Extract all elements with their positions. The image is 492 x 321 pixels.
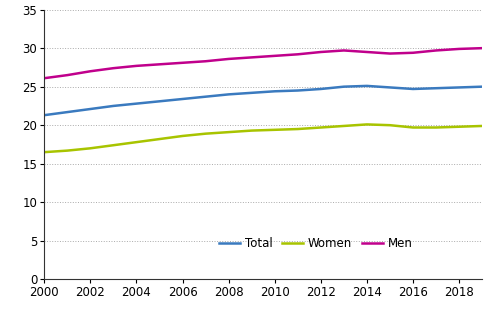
Line: Total: Total [44, 86, 482, 115]
Women [479, 124, 485, 128]
Women [226, 130, 232, 134]
Women [364, 123, 370, 126]
Total [156, 100, 162, 103]
Men [410, 51, 416, 55]
Women [88, 146, 93, 150]
Men [295, 52, 301, 56]
Women [341, 124, 347, 128]
Total [433, 86, 439, 90]
Women [111, 143, 117, 147]
Men [318, 50, 324, 54]
Total [272, 89, 277, 93]
Total [295, 89, 301, 92]
Men [341, 48, 347, 52]
Total [364, 84, 370, 88]
Men [479, 46, 485, 50]
Line: Women: Women [44, 125, 482, 152]
Total [88, 107, 93, 111]
Total [203, 95, 209, 99]
Men [156, 62, 162, 66]
Total [41, 113, 47, 117]
Total [64, 110, 70, 114]
Men [133, 64, 139, 68]
Total [456, 85, 462, 89]
Women [133, 140, 139, 144]
Men [249, 56, 255, 59]
Men [364, 50, 370, 54]
Women [433, 126, 439, 129]
Men [387, 52, 393, 56]
Women [295, 127, 301, 131]
Women [318, 126, 324, 129]
Women [387, 123, 393, 127]
Total [479, 85, 485, 89]
Total [111, 104, 117, 108]
Women [410, 126, 416, 129]
Women [456, 125, 462, 129]
Total [133, 102, 139, 106]
Men [111, 66, 117, 70]
Men [456, 47, 462, 51]
Men [433, 48, 439, 52]
Women [156, 137, 162, 141]
Men [203, 59, 209, 63]
Men [88, 69, 93, 73]
Men [226, 57, 232, 61]
Total [249, 91, 255, 95]
Line: Men: Men [44, 48, 482, 78]
Women [249, 129, 255, 133]
Men [272, 54, 277, 58]
Women [272, 128, 277, 132]
Total [387, 85, 393, 89]
Men [41, 76, 47, 80]
Legend: Total, Women, Men: Total, Women, Men [214, 232, 417, 255]
Total [410, 87, 416, 91]
Women [180, 134, 185, 138]
Total [226, 92, 232, 96]
Total [318, 87, 324, 91]
Women [64, 149, 70, 152]
Women [41, 150, 47, 154]
Men [180, 61, 185, 65]
Total [341, 85, 347, 89]
Men [64, 73, 70, 77]
Women [203, 132, 209, 135]
Total [180, 97, 185, 101]
